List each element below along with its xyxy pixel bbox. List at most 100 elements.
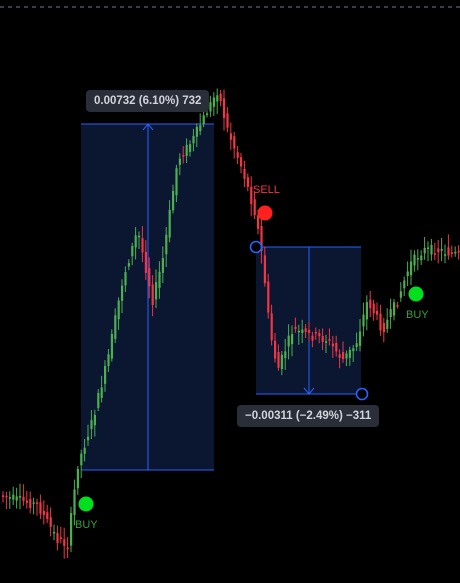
candle-body <box>229 133 232 140</box>
candle-body <box>209 102 212 112</box>
candle-body <box>393 302 396 316</box>
arrow-up-icon <box>142 123 154 131</box>
buy-signal-label: BUY <box>75 519 98 531</box>
candle-body <box>90 420 93 430</box>
measure-label-up[interactable]: 0.00732 (6.10%) 732 <box>86 90 210 112</box>
candle-body <box>97 392 100 408</box>
candle-body <box>42 510 45 515</box>
candle-body <box>308 329 311 333</box>
candle-body <box>12 494 15 500</box>
candle-body <box>83 447 86 454</box>
candle-body <box>29 499 32 509</box>
candle-body <box>321 336 324 342</box>
candle-body <box>297 330 300 333</box>
circle-handle-icon[interactable] <box>355 387 369 401</box>
candle-body <box>437 248 440 253</box>
buy-signal-dot[interactable] <box>78 496 94 512</box>
candle-body <box>148 268 151 287</box>
candle-body <box>331 343 334 347</box>
measure-label-down[interactable]: −0.00311 (−2.49%) −311 <box>237 405 380 427</box>
candle-body <box>427 247 430 249</box>
candles <box>2 88 460 559</box>
candle-body <box>178 158 181 165</box>
candle-body <box>379 313 382 331</box>
candle-body <box>87 436 90 441</box>
candle-body <box>243 168 246 179</box>
candle-body <box>280 354 283 370</box>
candle-body <box>270 313 273 341</box>
candle-body <box>202 115 205 124</box>
candle-body <box>246 177 249 187</box>
candle-body <box>376 310 379 315</box>
candle-body <box>444 254 447 256</box>
candle-body <box>189 144 192 152</box>
candle-body <box>260 225 263 251</box>
candle-body <box>8 497 11 499</box>
candle-body <box>206 113 209 115</box>
candle-body <box>382 323 385 333</box>
candle-body <box>155 282 158 300</box>
candle-body <box>192 135 195 144</box>
circle-handle-icon[interactable] <box>249 240 263 254</box>
candle-body <box>342 352 345 360</box>
candle-body <box>338 354 341 358</box>
candle-body <box>25 500 28 503</box>
candle-body <box>267 281 270 313</box>
candle-body <box>325 341 328 343</box>
candle-body <box>430 245 433 255</box>
candle-body <box>236 152 239 158</box>
candle-body <box>416 258 419 260</box>
candle-body <box>284 351 287 359</box>
candle-body <box>311 335 314 341</box>
candle-body <box>423 247 426 254</box>
candle-body <box>80 453 83 466</box>
candle-body <box>274 340 277 359</box>
candle-body <box>365 302 368 320</box>
candle-body <box>335 343 338 352</box>
candle-body <box>399 291 402 298</box>
candle-body <box>182 155 185 157</box>
candle-body <box>144 251 147 273</box>
candle-body <box>450 252 453 254</box>
candle-body <box>250 186 253 204</box>
candle-body <box>185 144 188 156</box>
candle-body <box>212 97 215 107</box>
buy-signal-label: BUY <box>406 309 429 321</box>
candle-body <box>141 238 144 253</box>
candle-body <box>362 314 365 327</box>
candle-body <box>172 190 175 211</box>
candle-body <box>369 299 372 309</box>
candle-body <box>216 95 219 102</box>
candle-body <box>127 263 130 267</box>
candle-body <box>53 531 56 534</box>
candle-body <box>240 157 243 167</box>
sell-signal-dot[interactable] <box>257 205 273 221</box>
candle-body <box>107 354 110 367</box>
buy-signal-dot[interactable] <box>408 286 424 302</box>
candle-body <box>420 255 423 261</box>
candle-body <box>389 309 392 318</box>
candle-body <box>413 254 416 266</box>
candle-body <box>59 537 62 539</box>
candle-body <box>56 533 59 544</box>
candle-body <box>161 258 164 273</box>
candle-body <box>138 235 141 238</box>
candle-body <box>287 335 290 347</box>
candle-body <box>46 512 49 520</box>
measure-tool-down[interactable] <box>256 246 361 395</box>
candle-body <box>345 353 348 359</box>
sell-signal-label: SELL <box>253 184 280 196</box>
candle-body <box>253 199 256 216</box>
measure-tool-up[interactable] <box>81 123 214 471</box>
candle-body <box>199 125 202 132</box>
candle-body <box>219 93 222 102</box>
candle-body <box>134 235 137 248</box>
candle-body <box>76 468 79 489</box>
candle-body <box>5 495 8 498</box>
candle-body <box>396 305 399 307</box>
candle-body <box>257 215 260 229</box>
candle-body <box>100 387 103 398</box>
candle-body <box>277 352 280 368</box>
candle-body <box>301 329 304 334</box>
